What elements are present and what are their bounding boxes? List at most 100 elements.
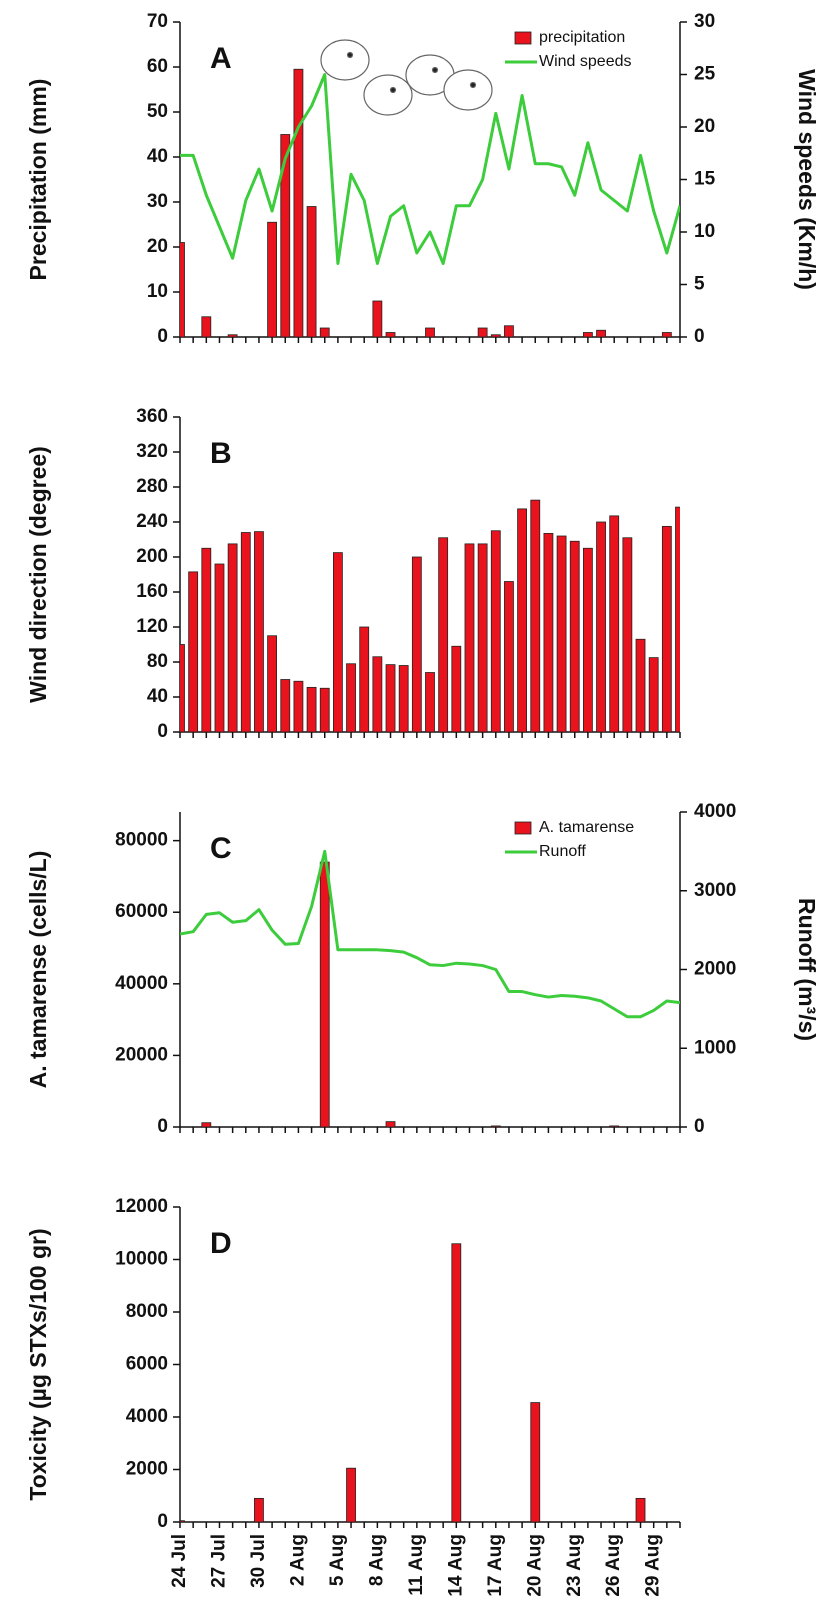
legend-label: Wind speeds [539,53,632,70]
bar [254,531,264,732]
y2-tick-label: 4000 [694,801,736,822]
bar [490,530,501,732]
bar [609,1125,620,1127]
y-tick-label: 360 [136,406,168,427]
bar [490,1125,501,1127]
bar [635,1497,646,1522]
bar [180,1520,185,1522]
bar [464,543,475,732]
legend-swatch [514,821,532,835]
y2-axis-title: Runoff (m³/s) [794,898,820,1041]
y2-tick-label: 20 [694,116,715,137]
panel-label: A [210,42,232,75]
x-tick-label: 30 Jul [248,1534,269,1588]
bar [267,635,278,732]
bar [490,334,501,337]
bar [635,638,646,732]
y2-tick-label: 2000 [694,959,736,980]
bar [201,547,212,732]
y2-tick-label: 25 [694,64,716,85]
bar [477,543,488,732]
y2-tick-label: 15 [694,169,716,190]
y2-tick-label: 0 [694,326,705,347]
bar [411,556,422,732]
fish-illustration [320,39,493,116]
bar [530,1402,541,1522]
y-tick-label: 40 [147,686,168,707]
y-tick-label: 0 [157,326,168,347]
bar [596,329,606,337]
bar [661,332,672,337]
bar [372,656,383,732]
bar [319,687,330,732]
bar [582,547,593,732]
bar [596,521,606,732]
y-tick-label: 40000 [115,973,168,994]
y-tick-label: 12000 [115,1196,168,1217]
bar [214,563,225,732]
y2-tick-label: 30 [694,11,715,32]
y-tick-label: 0 [157,721,168,742]
y-tick-label: 8000 [126,1301,168,1322]
bar [517,508,528,732]
bar [543,532,554,732]
panel-label: D [210,1227,232,1260]
bar [319,327,330,337]
bar [280,134,291,337]
bar [504,581,514,732]
y2-tick-label: 0 [694,1116,705,1137]
bar [609,515,620,732]
y-axis-title: A. tamarense (cells/L) [25,851,51,1089]
y-tick-label: 80000 [115,830,168,851]
bar [661,525,672,732]
bar [180,242,185,337]
bar [451,1243,462,1522]
panel-label: B [210,437,232,470]
y-tick-label: 40 [147,146,168,167]
legend-label: A. tamarense [539,819,634,836]
y-tick-label: 10000 [115,1249,168,1270]
bar [319,861,330,1127]
y-tick-label: 80 [147,651,168,672]
y-tick-label: 200 [136,546,168,567]
x-tick-label: 26 Aug [603,1534,624,1597]
bar [398,665,409,732]
y-tick-label: 50 [147,101,168,122]
bar [556,535,567,732]
y-tick-label: 60000 [115,901,168,922]
y-tick-label: 30 [147,191,168,212]
y2-tick-label: 10 [694,221,715,242]
bar [201,316,212,337]
y-tick-label: 240 [136,511,168,532]
bar [385,664,396,732]
line [180,73,680,265]
bar [306,206,317,337]
x-tick-label: 2 Aug [287,1534,308,1586]
bar [530,499,541,732]
bar [425,672,435,732]
legend-label: precipitation [539,29,625,46]
bar [359,626,370,732]
bar [188,571,199,732]
y-axis-title: Precipitation (mm) [25,79,51,281]
bar [451,645,462,732]
bar [582,332,593,337]
bar [385,1121,396,1127]
bar [240,532,251,732]
x-tick-label: 14 Aug [445,1534,466,1597]
bar [648,657,659,732]
bar [372,300,383,337]
bar [569,540,580,732]
bar [227,543,238,732]
x-tick-label: 17 Aug [485,1534,506,1597]
x-tick-label: 8 Aug [366,1534,387,1586]
bar [675,506,680,732]
y2-axis-title: Wind speeds (Km/h) [794,69,820,290]
y-axis-title: Toxicity (µg STXs/100 gr) [25,1228,51,1500]
bar [280,679,291,732]
bar [293,680,304,732]
y-tick-label: 20 [147,236,168,257]
bar [293,68,304,337]
y-tick-label: 160 [136,581,168,602]
